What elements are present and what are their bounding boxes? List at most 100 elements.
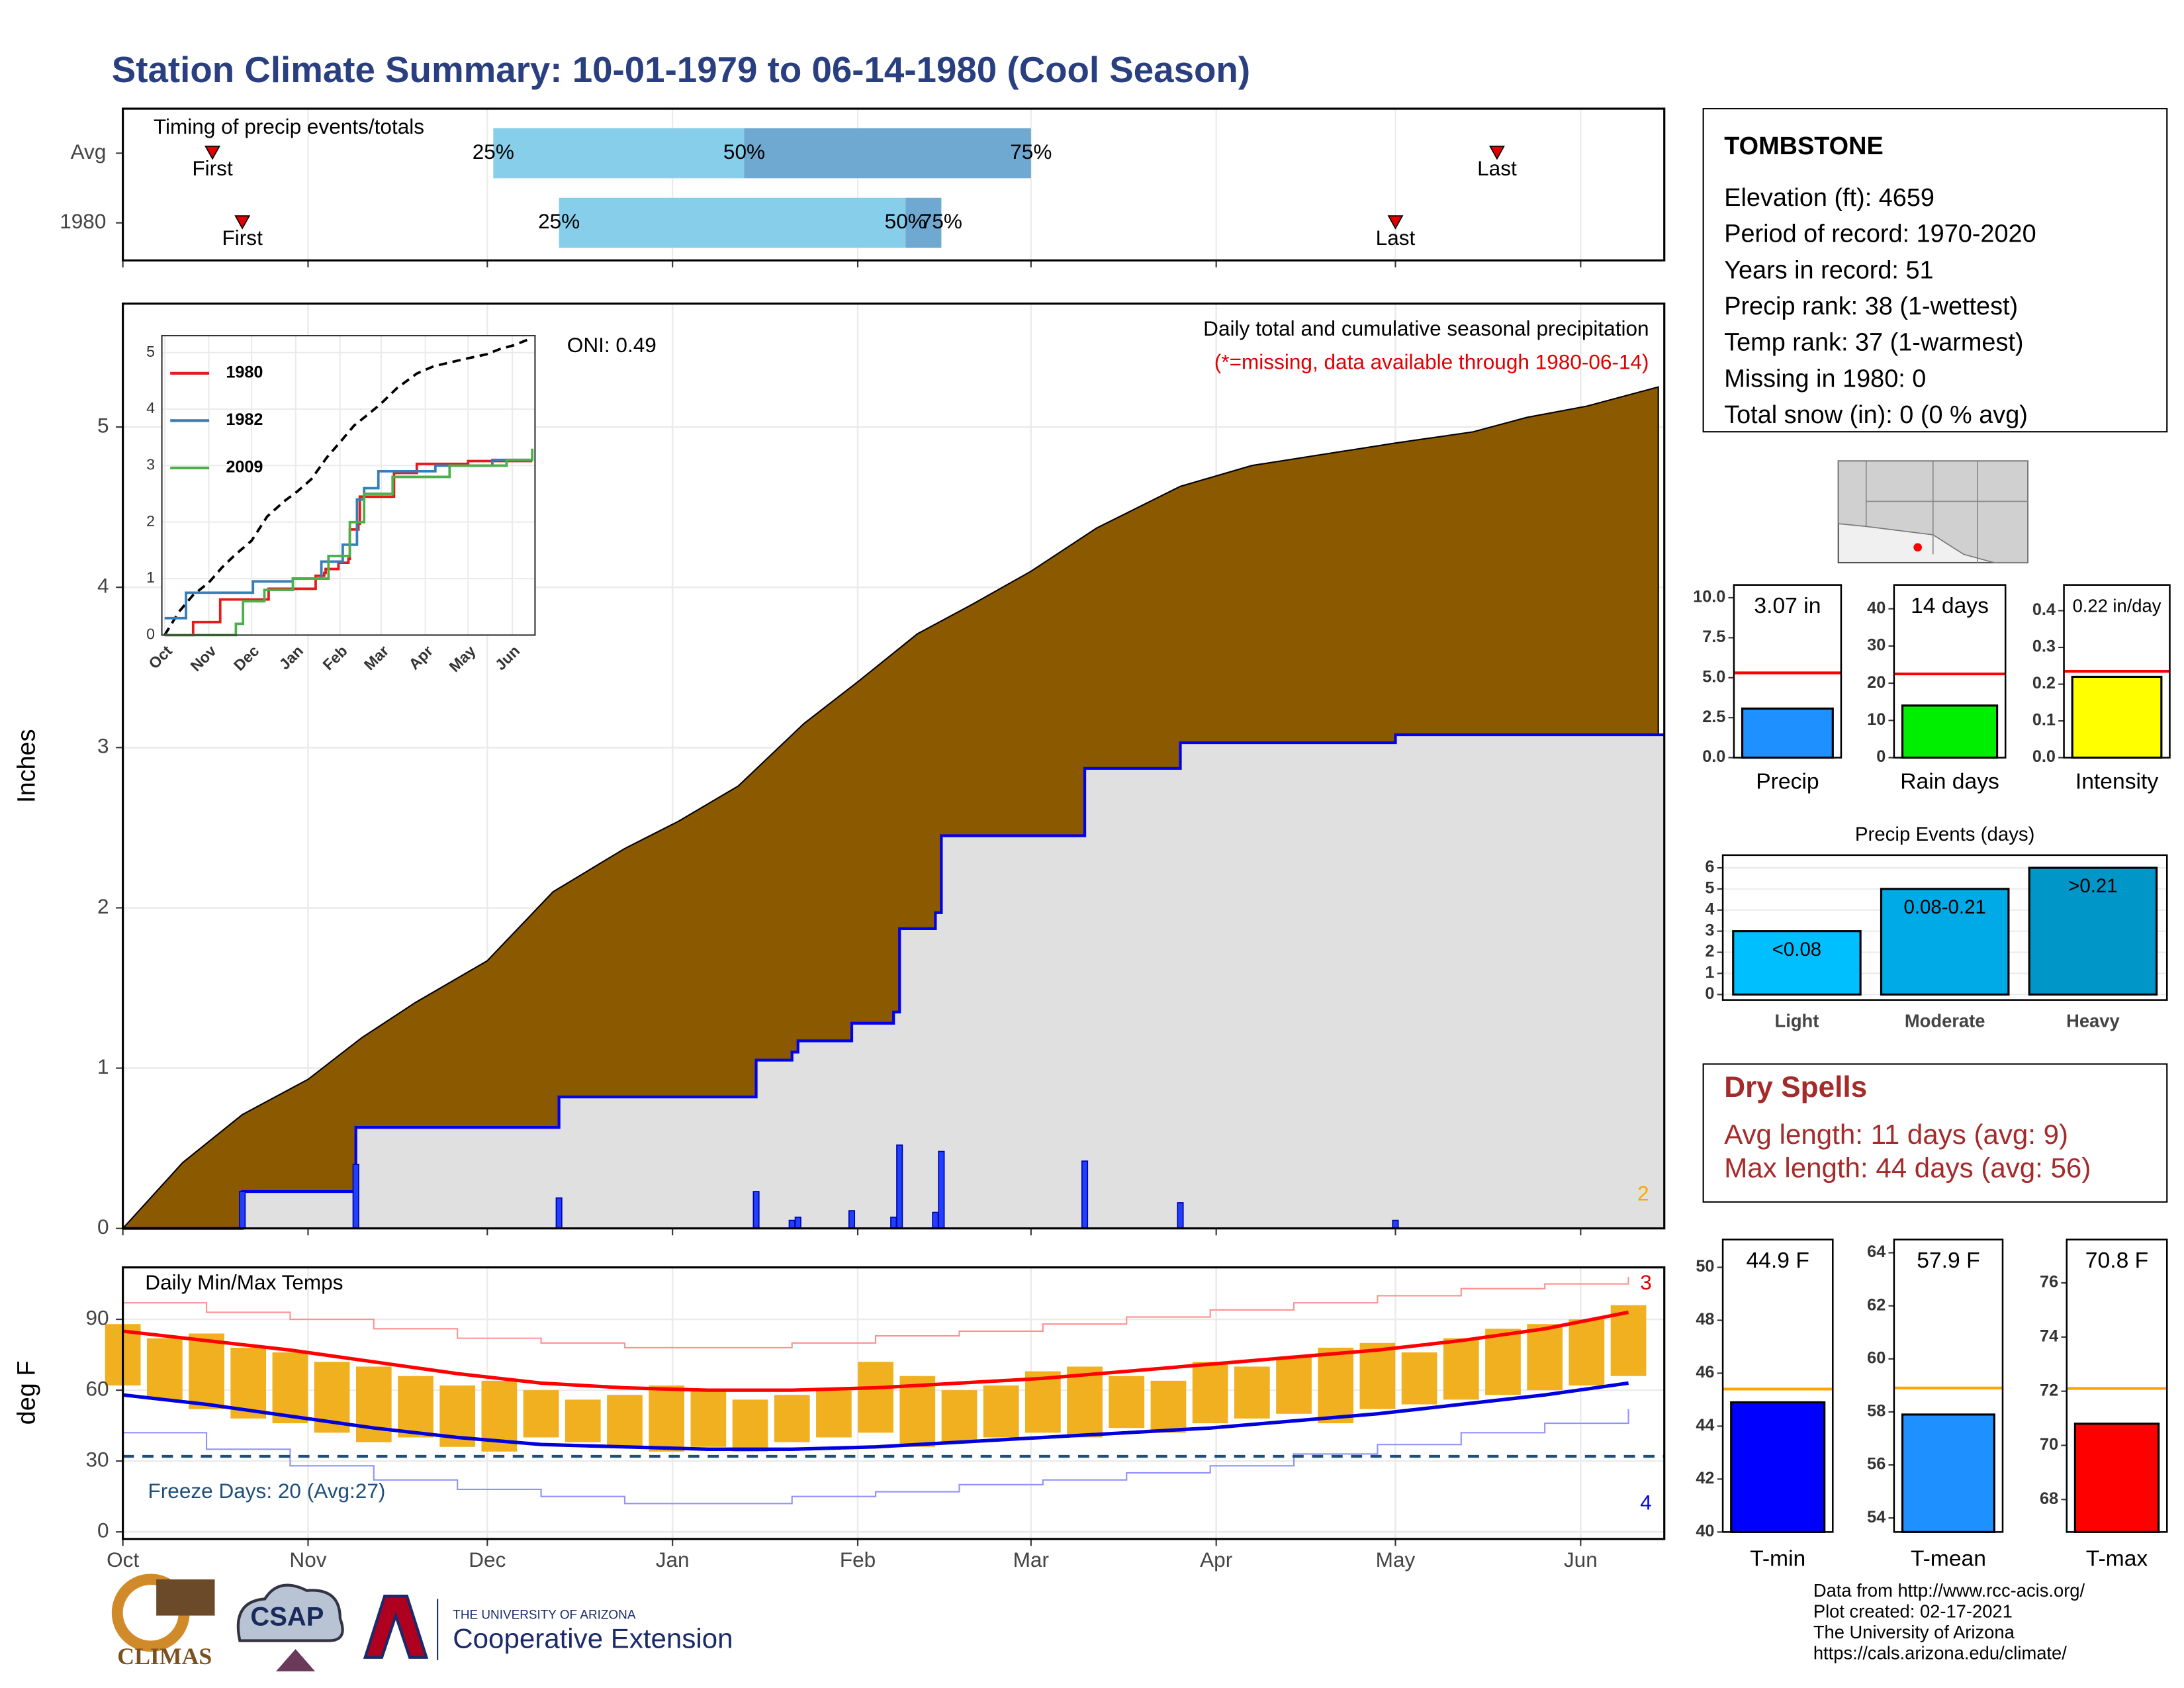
y-tick-label: 42 (1696, 1469, 1714, 1487)
y-tick-label: 5.0 (1702, 667, 1725, 686)
station-line: Total snow (in): 0 (0 % avg) (1724, 401, 2028, 429)
frame (122, 303, 1666, 1230)
x-tick-label: Jun (1564, 1548, 1598, 1571)
ua-emblem (363, 1595, 429, 1659)
x-tick-label: Apr (1200, 1548, 1232, 1571)
value-label: <0.08 (1772, 939, 1822, 961)
daily-temp-bar (272, 1352, 308, 1424)
category-label: Moderate (1905, 1011, 1985, 1031)
quartile-bar (559, 197, 906, 248)
daily-temp-bar (1109, 1376, 1145, 1429)
climas-emblem (156, 1579, 215, 1616)
y-tick-label: 0.0 (2032, 747, 2056, 766)
daily-temp-bar (941, 1390, 978, 1442)
bar (1741, 707, 1834, 759)
daily-precip-bar (752, 1191, 760, 1229)
y-tick-label: 3 (97, 734, 109, 758)
y-tick-label: 72 (2040, 1381, 2058, 1399)
daily-temp-bar (649, 1385, 684, 1452)
y-tick-label: 76 (2040, 1273, 2058, 1291)
footer-line: https://cals.arizona.edu/climate/ (1813, 1643, 2067, 1664)
category-label: Precip (1756, 769, 1819, 794)
avg-cumulative-line (163, 337, 531, 636)
y-tick-label: 56 (1867, 1455, 1886, 1474)
y-tick-label: 68 (2040, 1489, 2058, 1508)
category-label: T-min (1750, 1546, 1805, 1571)
x-tick-label: Feb (840, 1548, 876, 1571)
daily-precip-bar (239, 1191, 246, 1229)
category-label: T-max (2086, 1546, 2148, 1571)
bar (2071, 675, 2163, 759)
y-axis-label: deg F (13, 1361, 41, 1425)
bar (1732, 930, 1862, 996)
daily-temp-bar (1276, 1357, 1312, 1414)
y-tick-label: 5 (1705, 879, 1714, 898)
bar (1730, 1401, 1826, 1533)
y-tick-label: 0 (1876, 747, 1886, 766)
row-label: Avg (71, 140, 107, 164)
value-label: 3.07 in (1754, 594, 1821, 618)
station-line: Missing in 1980: 0 (1724, 365, 1926, 393)
footer-line: Data from http://www.rcc-acis.org/ (1813, 1580, 2085, 1601)
bar (2073, 1423, 2160, 1533)
annotation: (*=missing, data available through 1980-… (1214, 350, 1649, 373)
y-tick-label: 1 (97, 1055, 109, 1078)
y-tick-label: 0.0 (1702, 747, 1725, 766)
daily-temp-bar (607, 1395, 643, 1447)
event-marker (234, 215, 251, 230)
daily-precip-bar (932, 1211, 939, 1229)
y-tick-label: 5 (97, 413, 109, 437)
x-tick-label: May (1376, 1548, 1416, 1571)
value-label: 0.22 in/day (2073, 596, 2161, 616)
daily-temp-bar (816, 1390, 852, 1438)
quartile-bar (493, 128, 745, 179)
y-tick-label: 1 (1705, 963, 1714, 982)
y-tick-label: 0.4 (2032, 600, 2056, 619)
csap-logo-text: CSAP (250, 1602, 324, 1631)
cumulative-area (122, 734, 1664, 1229)
daily-temp-bar (146, 1338, 183, 1400)
y-tick-label: 40 (1867, 598, 1886, 617)
y-tick-label: 54 (1867, 1508, 1886, 1526)
y-tick-label: 64 (1867, 1243, 1886, 1261)
y-tick-label: 58 (1867, 1402, 1886, 1421)
daily-temp-bar (189, 1333, 224, 1409)
y-tick-label: 60 (1867, 1348, 1886, 1367)
temp-line (122, 1276, 1629, 1348)
y-tick-label: 0.2 (2032, 674, 2056, 692)
category-label: Rain days (1900, 769, 1999, 794)
y-tick-label: 46 (1696, 1363, 1714, 1382)
daily-temp-bar (1318, 1347, 1354, 1424)
y-tick-label: 20 (1867, 673, 1886, 692)
row-label: 1980 (60, 209, 106, 233)
value-label: 44.9 F (1746, 1248, 1809, 1273)
corner-label: 3 (1640, 1270, 1652, 1294)
y-tick-label: 0.1 (2032, 711, 2056, 729)
y-tick-label: 0 (1705, 984, 1714, 1003)
category-label: T-mean (1911, 1546, 1986, 1571)
y-tick-label: 60 (86, 1376, 109, 1400)
y-tick-label: 3 (1705, 921, 1714, 939)
climas-logo-text: CLIMAS (117, 1643, 212, 1669)
bar (2028, 867, 2158, 996)
quartile-bar (744, 128, 1031, 179)
y-tick-label: 2.5 (1702, 708, 1725, 726)
series-line (164, 458, 533, 620)
daily-precip-bar (788, 1219, 796, 1229)
dry-spells-box (1702, 1063, 2168, 1203)
legend-label: 2009 (226, 458, 263, 477)
temp-line (122, 1409, 1629, 1505)
dry-spells-title: Dry Spells (1724, 1071, 1867, 1103)
y-tick-label: 5 (146, 343, 155, 360)
y-tick-label: 90 (86, 1305, 109, 1329)
daily-precip-bar (1177, 1202, 1184, 1229)
temp-line (122, 1310, 1629, 1392)
value-label: >0.21 (2068, 875, 2118, 897)
y-tick-label: 10 (1867, 710, 1886, 729)
logos: CLIMAS CSAP THE UNIVERSITY OF ARIZONA Co… (111, 1573, 733, 1671)
frame (1893, 584, 2007, 759)
frame (161, 335, 536, 636)
inset-panel (161, 336, 535, 635)
